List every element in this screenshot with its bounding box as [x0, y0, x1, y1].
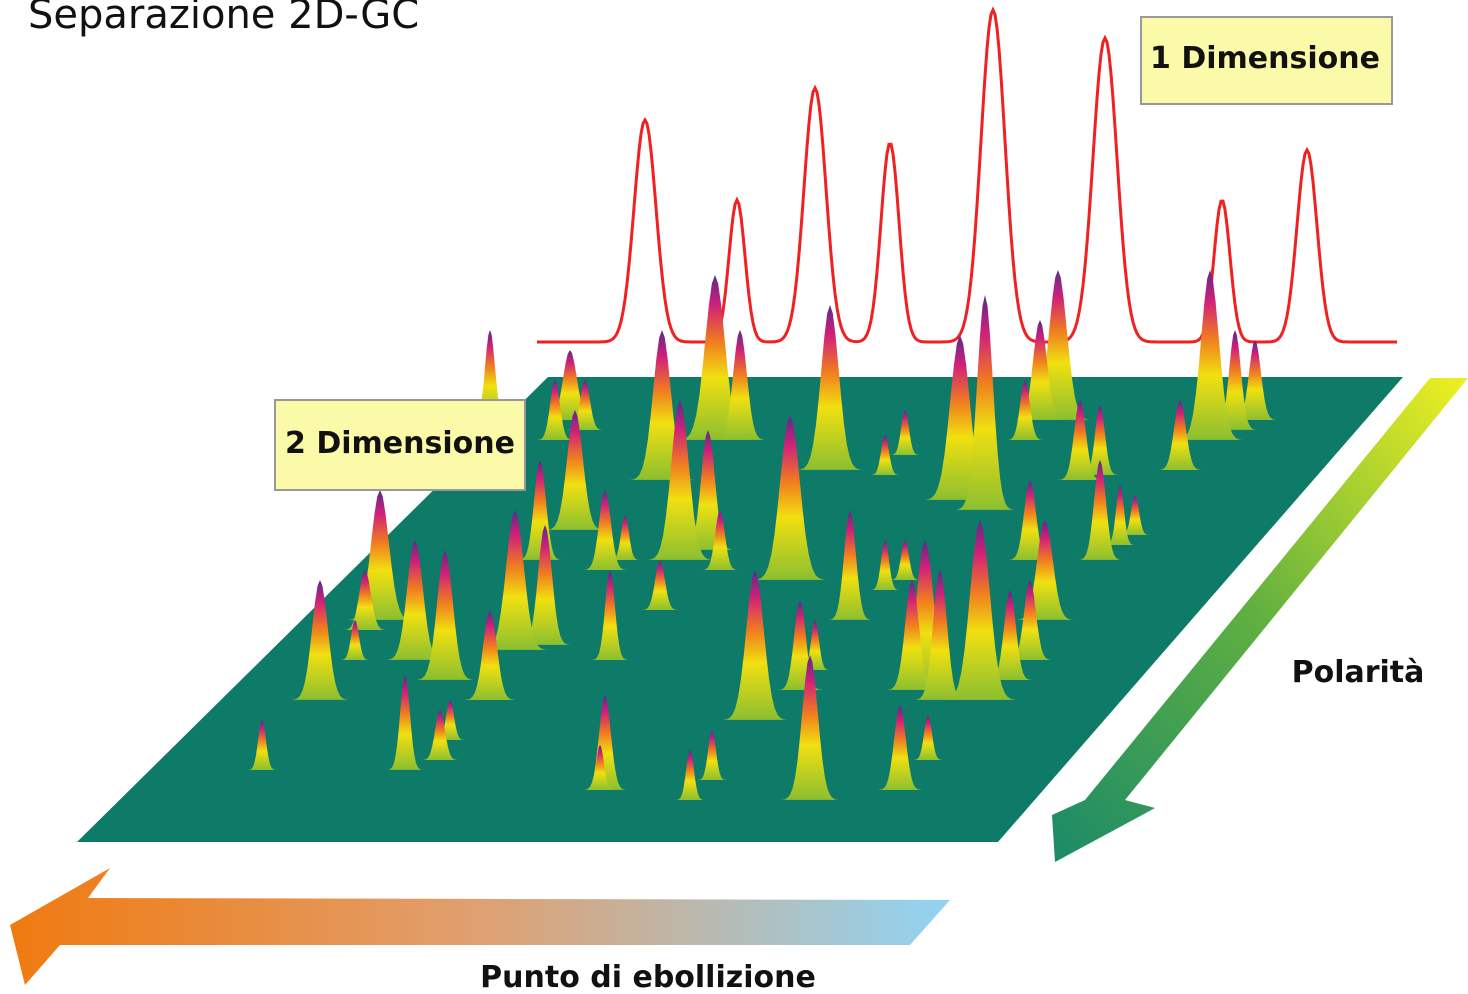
boiling-point-label: Punto di ebollizione [480, 960, 816, 994]
peak [877, 705, 923, 790]
peak [545, 410, 605, 530]
peak [463, 610, 517, 700]
peak [386, 675, 424, 770]
peak [566, 380, 604, 430]
peak [1232, 340, 1278, 420]
peak [346, 490, 414, 620]
peak [780, 655, 840, 800]
peak [582, 490, 628, 570]
boiling-point-arrow [10, 868, 950, 985]
polarity-arrow [1052, 378, 1468, 862]
peak [697, 730, 727, 780]
peak [517, 460, 563, 560]
peak [435, 700, 465, 740]
peak [585, 745, 615, 790]
chromatogram-line [537, 6, 1397, 344]
peak [536, 380, 574, 440]
peak [1120, 495, 1150, 535]
peak [913, 570, 967, 700]
peak [681, 430, 735, 550]
peak [955, 295, 1015, 510]
peaks [247, 270, 1278, 800]
peak [421, 710, 459, 760]
peak [1015, 520, 1075, 620]
peak [885, 580, 939, 690]
peak [543, 350, 597, 420]
peak [342, 570, 388, 630]
peak [415, 550, 475, 680]
peak [481, 510, 549, 650]
peak [646, 400, 714, 560]
peak [1176, 270, 1244, 440]
peak [890, 410, 920, 455]
peak [518, 525, 572, 645]
peak [471, 330, 509, 420]
peak [628, 330, 696, 480]
peak [752, 415, 828, 580]
peak [1157, 400, 1203, 470]
peak [796, 305, 864, 470]
peak [641, 560, 679, 610]
peak [922, 335, 998, 500]
peak [1024, 270, 1092, 420]
peak [800, 620, 830, 670]
peak [677, 275, 753, 440]
peak [610, 515, 640, 560]
peak [891, 540, 959, 690]
peak [1081, 405, 1119, 475]
peak [987, 590, 1033, 680]
peak [870, 435, 900, 475]
peak [701, 510, 739, 570]
peak [675, 750, 705, 800]
peak [385, 540, 445, 660]
peak [582, 695, 628, 790]
peak [1013, 320, 1067, 420]
peak [1212, 330, 1258, 430]
peak [247, 720, 277, 770]
peak [1057, 400, 1103, 480]
peak [777, 600, 823, 690]
peak [827, 510, 873, 620]
peak [591, 570, 629, 660]
peak [290, 580, 350, 700]
peak [721, 570, 789, 720]
peak [340, 620, 370, 660]
peak [913, 715, 943, 760]
first-dimension-label: 1 Dimensione [1150, 41, 1380, 76]
peak [1077, 460, 1123, 560]
peak [942, 520, 1018, 700]
peak [870, 540, 900, 590]
second-dimension-label: 2 Dimensione [285, 426, 515, 461]
polarity-label: Polarità [1292, 655, 1425, 690]
peak [1006, 380, 1044, 440]
peak [713, 330, 767, 440]
title: Separazione 2D-GC [28, 0, 419, 38]
peak [1007, 580, 1053, 660]
label-box [274, 399, 526, 491]
label-box [1140, 16, 1393, 105]
peak [1105, 485, 1135, 545]
peak [1007, 480, 1053, 560]
peak [890, 540, 920, 580]
